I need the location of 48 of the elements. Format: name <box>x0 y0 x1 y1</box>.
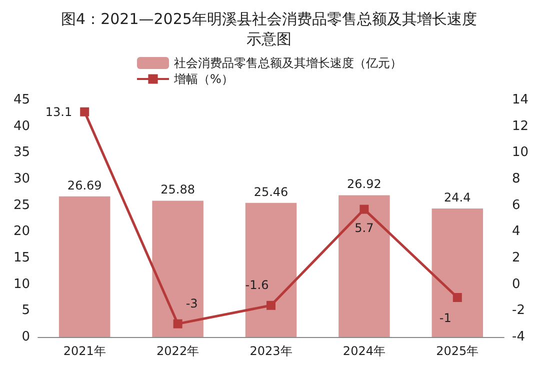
y-tick-label: 15 <box>13 250 30 266</box>
bar <box>432 208 484 337</box>
y2-tick-label: -4 <box>512 330 525 344</box>
data-label: -3 <box>186 296 198 310</box>
data-label: -1 <box>439 311 452 325</box>
y-tick-label: 5 <box>22 303 30 318</box>
y2-tick-label: 6 <box>512 198 520 213</box>
data-label: 26.69 <box>67 178 102 192</box>
y-tick-label: 25 <box>13 198 30 213</box>
bar <box>152 200 204 337</box>
x-tick-label: 2021年 <box>63 344 106 358</box>
y-tick-label: 45 <box>13 92 30 108</box>
data-label: 25.88 <box>160 182 195 197</box>
y-tick-label: 40 <box>13 118 30 134</box>
point <box>173 319 182 328</box>
y-tick-label: 0 <box>22 330 30 344</box>
legend-label: 增幅（%） <box>173 72 234 86</box>
y2-tick-label: 0 <box>512 276 520 292</box>
y2-tick-label: 12 <box>512 118 529 134</box>
y2-tick-label: -2 <box>512 303 525 318</box>
data-label: 24.4 <box>444 190 471 204</box>
y-tick-label: 20 <box>13 224 30 240</box>
point <box>266 300 276 310</box>
data-label: 13.1 <box>45 104 72 119</box>
x-tick-label: 2023年 <box>250 344 292 358</box>
y2-tick-label: 10 <box>512 145 529 160</box>
data-label: 25.46 <box>254 184 288 199</box>
x-tick-label: 2025年 <box>436 344 479 358</box>
x-tick-label: 2022年 <box>156 344 200 358</box>
data-label: 26.92 <box>347 177 382 192</box>
y2-tick-label: 8 <box>512 172 520 186</box>
x-tick-label: 2024年 <box>342 344 386 358</box>
point <box>360 204 369 214</box>
y-tick-label: 35 <box>13 145 30 160</box>
y2-tick-label: 2 <box>512 250 520 266</box>
point <box>80 107 90 116</box>
y2-tick-label: 4 <box>512 224 520 240</box>
point <box>452 293 462 302</box>
bar <box>58 196 110 337</box>
chart-title: 图4：2021—2025年明溪县社会消费品零售总额及其增长速度示意图 <box>61 10 477 48</box>
bar <box>338 195 390 337</box>
bar <box>245 202 297 337</box>
y-tick-label: 10 <box>13 276 30 292</box>
y-tick-label: 30 <box>13 172 30 186</box>
y2-tick-label: 14 <box>512 92 529 108</box>
legend-label: 社会消费品零售总额及其增长速度（亿元） <box>174 56 402 70</box>
data-label: -1.6 <box>245 278 269 292</box>
data-label: 5.7 <box>354 220 374 235</box>
